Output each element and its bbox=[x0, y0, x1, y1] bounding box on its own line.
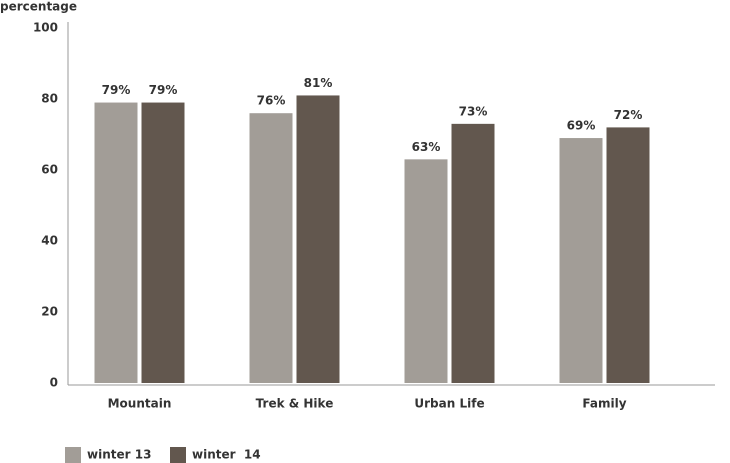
bar bbox=[141, 102, 185, 384]
x-tick-label: Mountain bbox=[108, 397, 172, 411]
value-label: 76% bbox=[257, 94, 286, 108]
y-tick-label: 0 bbox=[50, 376, 58, 390]
x-tick-label: Trek & Hike bbox=[256, 397, 334, 411]
y-tick-label: 20 bbox=[41, 305, 58, 319]
value-label: 72% bbox=[614, 108, 643, 122]
legend-label: winter 13 bbox=[87, 448, 151, 462]
value-label: 79% bbox=[102, 83, 131, 97]
legend-swatch bbox=[65, 447, 81, 463]
legend-label: winter 14 bbox=[192, 448, 261, 462]
x-tick-label: Family bbox=[582, 397, 626, 411]
value-label: 63% bbox=[412, 140, 441, 154]
x-tick-label: Urban Life bbox=[414, 397, 484, 411]
y-axis-label: percentage bbox=[0, 0, 77, 14]
value-label: 79% bbox=[149, 83, 178, 97]
bar bbox=[296, 95, 340, 383]
bar bbox=[404, 159, 448, 383]
value-label: 81% bbox=[304, 76, 333, 90]
y-tick-label: 80 bbox=[41, 92, 58, 106]
bar bbox=[606, 127, 650, 384]
y-tick-label: 100 bbox=[33, 21, 58, 35]
legend-swatch bbox=[170, 447, 186, 463]
bar bbox=[94, 102, 138, 384]
bar bbox=[249, 113, 293, 383]
bar bbox=[559, 138, 603, 383]
value-label: 73% bbox=[459, 104, 488, 118]
y-tick-label: 40 bbox=[41, 234, 58, 248]
bar bbox=[451, 123, 495, 383]
y-tick-label: 60 bbox=[41, 163, 58, 177]
value-label: 69% bbox=[567, 119, 596, 133]
